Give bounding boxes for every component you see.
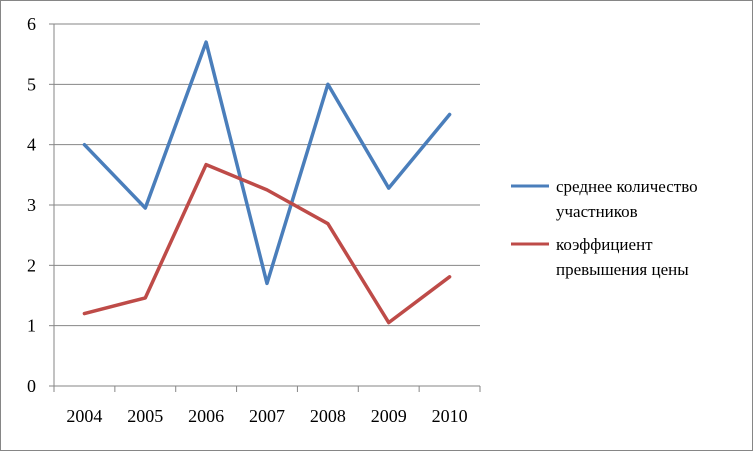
series-line-1 bbox=[82, 40, 452, 286]
y-tick-label-0: 0 bbox=[27, 376, 36, 396]
y-tick-label-4: 4 bbox=[27, 135, 36, 155]
legend: среднее количество участников коэффициен… bbox=[511, 177, 698, 279]
series-line-2 bbox=[82, 162, 452, 325]
gridlines bbox=[54, 23, 480, 327]
y-tick-label-5: 5 bbox=[27, 74, 36, 94]
axes bbox=[49, 23, 481, 392]
x-tick-label-2007: 2007 bbox=[249, 406, 285, 426]
series-lines bbox=[82, 40, 452, 325]
legend-item-series-1: среднее количество участников bbox=[511, 177, 698, 221]
x-tick-label-2004: 2004 bbox=[66, 406, 102, 426]
x-tick-label-2006: 2006 bbox=[188, 406, 224, 426]
y-tick-labels: 0 1 2 3 4 5 6 bbox=[27, 14, 36, 396]
x-tick-label-2008: 2008 bbox=[310, 406, 346, 426]
y-tick-label-1: 1 bbox=[27, 316, 36, 336]
legend-label-series-2-line-1: коэффициент bbox=[556, 235, 653, 254]
legend-label-series-1-line-2: участников bbox=[556, 202, 638, 221]
x-tick-label-2009: 2009 bbox=[371, 406, 407, 426]
legend-item-series-2: коэффициент превышения цены bbox=[511, 235, 689, 279]
x-tick-label-2005: 2005 bbox=[127, 406, 163, 426]
y-tick-label-3: 3 bbox=[27, 195, 36, 215]
y-tick-label-2: 2 bbox=[27, 255, 36, 275]
x-tick-label-2010: 2010 bbox=[432, 406, 468, 426]
legend-label-series-2-line-2: превышения цены bbox=[556, 260, 689, 279]
x-tick-labels: 2004 2005 2006 2007 2008 2009 2010 bbox=[66, 406, 467, 426]
legend-label-series-1-line-1: среднее количество bbox=[556, 177, 698, 196]
y-tick-label-6: 6 bbox=[27, 14, 36, 34]
